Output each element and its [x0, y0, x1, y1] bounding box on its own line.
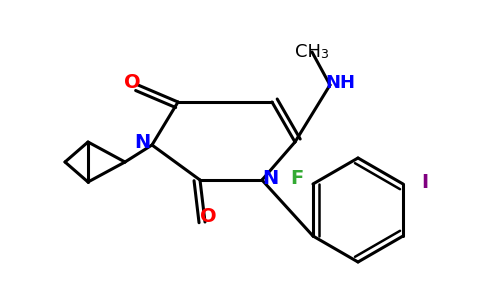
Text: N: N: [134, 133, 150, 152]
Text: O: O: [124, 74, 140, 92]
Text: F: F: [290, 169, 303, 188]
Text: NH: NH: [325, 74, 355, 92]
Text: 3: 3: [320, 49, 328, 62]
Text: N: N: [262, 169, 278, 188]
Text: O: O: [200, 208, 216, 226]
Text: CH: CH: [295, 43, 321, 61]
Text: I: I: [421, 172, 428, 191]
